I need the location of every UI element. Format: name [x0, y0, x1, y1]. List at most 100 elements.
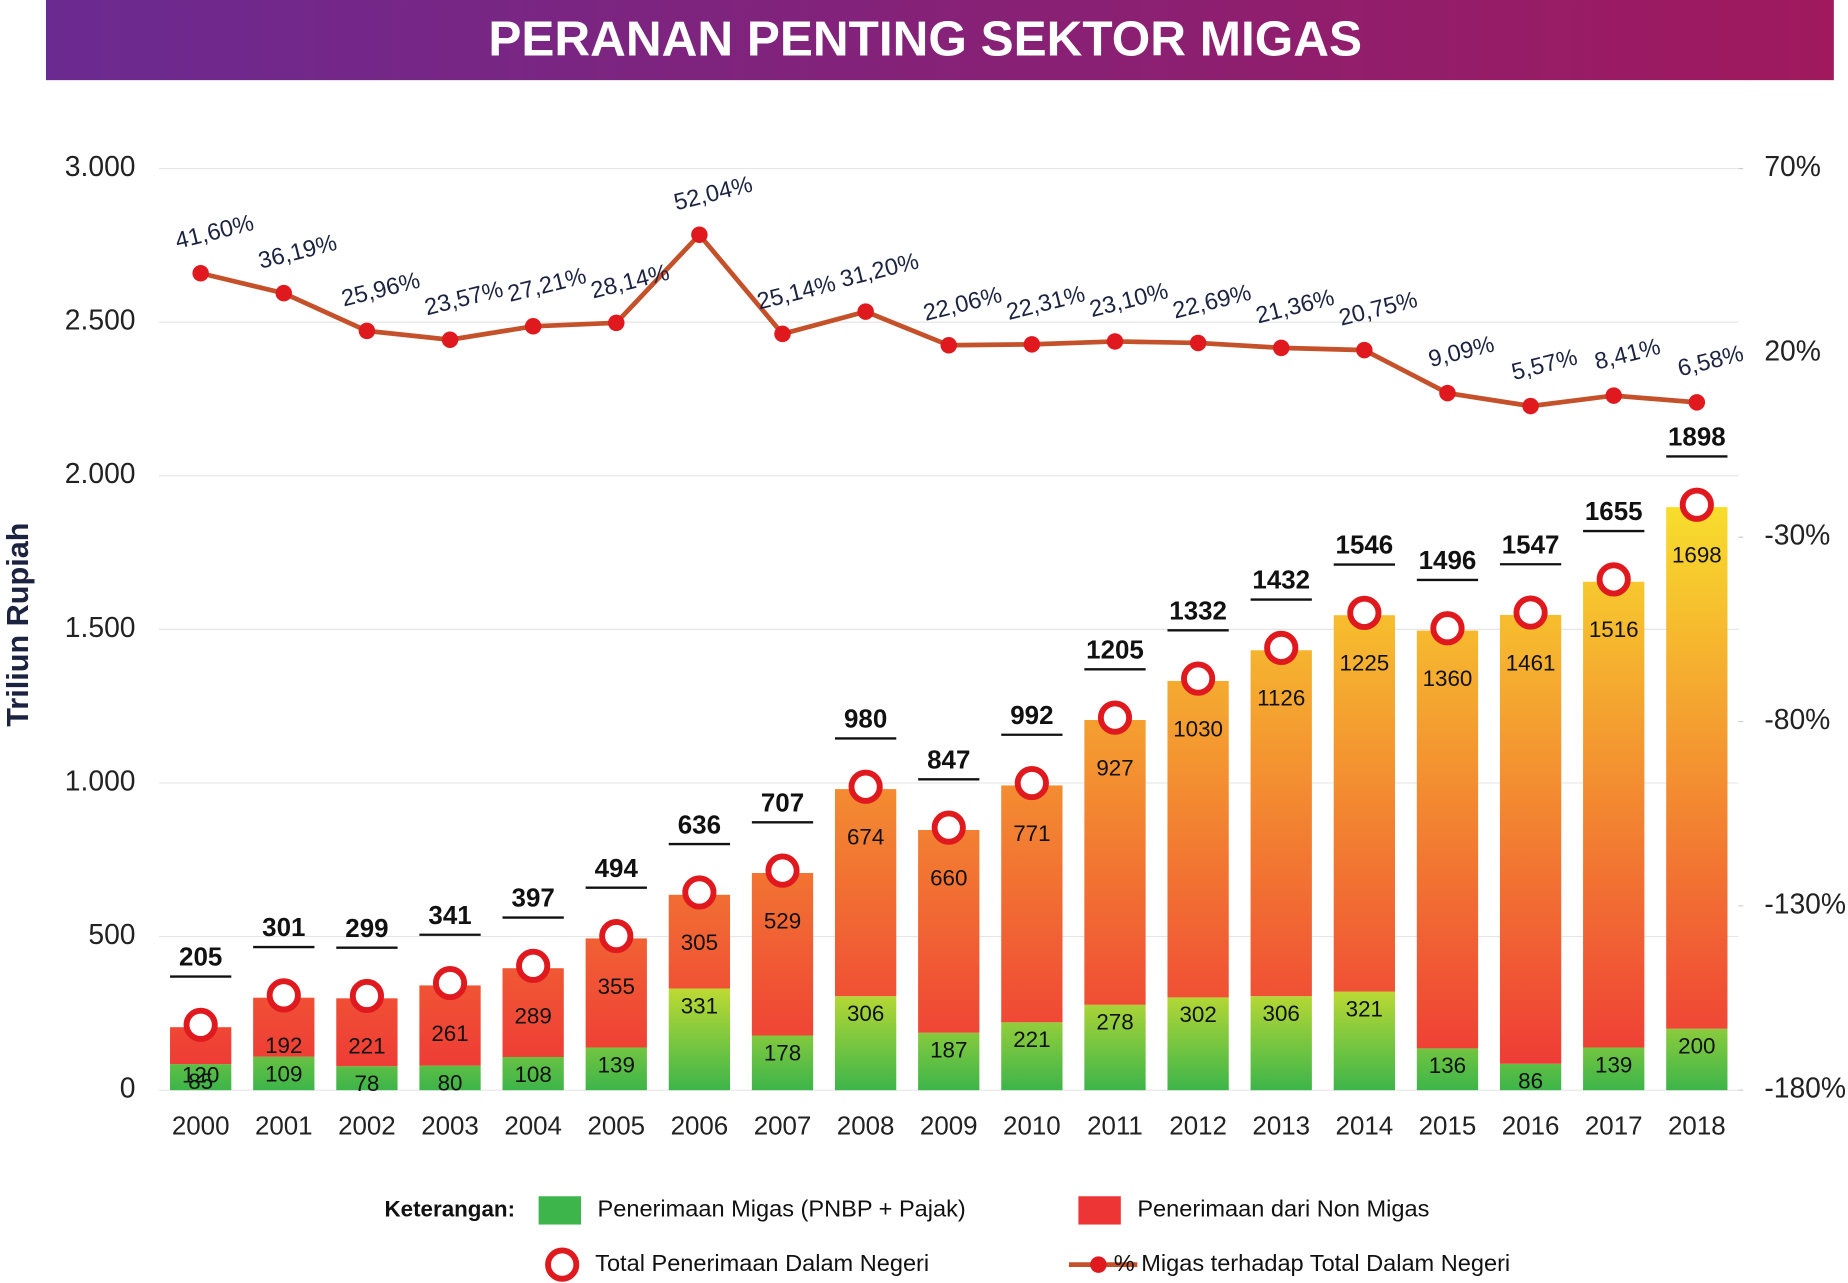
bar-segment — [1333, 615, 1395, 992]
x-tick-label: 2002 — [338, 1113, 396, 1141]
y2-tick-label: -130% — [1764, 887, 1846, 919]
total-marker — [765, 853, 800, 888]
bar-value-label: 1126 — [1257, 686, 1305, 711]
total-marker — [599, 918, 634, 954]
total-label: 980 — [844, 706, 887, 734]
bar-value-label: 305 — [681, 930, 718, 955]
line-value-label: 23,57% — [422, 276, 506, 321]
line-value-label: 25,14% — [754, 270, 838, 315]
line-value-label: 8,41% — [1592, 333, 1663, 374]
bar-segment — [918, 1032, 980, 1091]
line-point — [857, 303, 874, 320]
bar-segment — [1084, 719, 1146, 1005]
bar-segment — [336, 1066, 398, 1091]
bar-segment — [585, 938, 647, 1048]
bar-segment — [751, 1035, 814, 1091]
bar-value-label: 331 — [681, 993, 718, 1018]
total-marker — [1347, 595, 1382, 630]
bar-value-label: 261 — [431, 1021, 468, 1046]
bar-segment — [1416, 1048, 1479, 1091]
bar-value-label: 1461 — [1506, 650, 1556, 675]
total-label: 1432 — [1252, 567, 1310, 595]
x-tick-label: 2016 — [1502, 1113, 1560, 1141]
line-point — [275, 284, 293, 302]
line-point — [441, 331, 459, 348]
line-value-label: 22,06% — [921, 281, 1005, 326]
x-tick-label: 2017 — [1585, 1113, 1643, 1141]
x-tick-label: 2008 — [837, 1113, 895, 1141]
bar-value-label: 1360 — [1423, 666, 1473, 691]
bar-value-label: 108 — [514, 1062, 551, 1087]
line-value-label: 22,31% — [1004, 280, 1088, 325]
legend-label: Total Penerimaan Dalam Negeri — [595, 1250, 929, 1276]
bar-segment — [419, 1065, 481, 1091]
legend-title: Keterangan: — [384, 1196, 515, 1221]
x-tick-label: 2012 — [1169, 1113, 1227, 1141]
bar-value-label: 109 — [265, 1061, 302, 1086]
total-label: 301 — [262, 914, 305, 942]
total-label: 847 — [927, 746, 970, 774]
x-tick-label: 2000 — [172, 1113, 230, 1141]
bar-value-label: 221 — [1013, 1027, 1050, 1052]
line-value-label: 41,60% — [172, 209, 256, 254]
x-tick-label: 2007 — [754, 1113, 812, 1141]
line-point — [192, 264, 209, 282]
bar-segment — [1001, 785, 1063, 1023]
legend-swatch — [538, 1196, 582, 1225]
x-tick-label: 2004 — [504, 1113, 562, 1141]
bar-value-label: 1030 — [1173, 716, 1223, 741]
legend-label: % Migas terhadap Total Dalam Negeri — [1114, 1250, 1510, 1276]
total-label: 1496 — [1419, 547, 1477, 575]
y-axis-label: Triliun Rupiah — [1, 523, 35, 727]
bar-value-label: 221 — [348, 1034, 385, 1059]
y2-tick-label: 70% — [1764, 150, 1821, 182]
line-point — [1356, 341, 1373, 359]
bar-value-label: 289 — [514, 1004, 551, 1029]
bar-value-label: 660 — [930, 865, 967, 890]
bar-segment — [170, 1064, 232, 1091]
line-point — [1106, 333, 1124, 350]
line — [200, 231, 1698, 409]
y-tick-label: 1.500 — [65, 611, 136, 643]
total-marker — [1679, 487, 1714, 522]
bar-segment — [834, 789, 897, 997]
line-value-label: 9,09% — [1426, 331, 1497, 372]
legend-swatch — [1078, 1196, 1121, 1225]
y-tick-label: 3.000 — [65, 150, 136, 182]
bar-value-label: 302 — [1179, 1002, 1216, 1027]
total-label: 205 — [179, 944, 222, 972]
bar-value-label: 321 — [1346, 996, 1383, 1021]
line-point — [524, 318, 542, 335]
bar-value-label: 192 — [265, 1033, 302, 1058]
line-value-label: 5,57% — [1509, 344, 1580, 385]
bar-value-label: 1225 — [1339, 651, 1389, 676]
total-marker — [349, 978, 384, 1014]
bar-segment — [585, 1047, 647, 1091]
line-point — [1189, 334, 1207, 352]
total-label: 707 — [761, 789, 804, 817]
bar-value-label: 178 — [764, 1040, 801, 1065]
line-point — [608, 314, 625, 332]
total-marker — [1014, 765, 1049, 801]
line-point — [940, 337, 957, 354]
x-tick-label: 2014 — [1336, 1113, 1394, 1141]
bar-segment — [668, 988, 731, 1091]
bar-segment — [502, 1057, 564, 1091]
total-marker — [266, 978, 301, 1013]
x-tick-label: 2013 — [1252, 1113, 1310, 1141]
total-label: 397 — [512, 885, 555, 913]
bar-segment — [1333, 991, 1395, 1091]
y2-tick-label: 20% — [1764, 334, 1821, 366]
total-label: 1205 — [1086, 636, 1144, 664]
bar-value-label: 306 — [847, 1001, 884, 1026]
chart-title: PERANAN PENTING SEKTOR MIGAS — [488, 12, 1362, 67]
bar-value-label: 771 — [1013, 821, 1050, 846]
bar-segment — [502, 968, 564, 1058]
total-marker — [682, 875, 717, 910]
line-point — [1439, 384, 1456, 402]
legend-swatch — [545, 1247, 580, 1282]
y2-tick-label: -180% — [1764, 1072, 1846, 1104]
bar-segment — [1167, 680, 1229, 998]
total-marker — [1430, 611, 1465, 646]
